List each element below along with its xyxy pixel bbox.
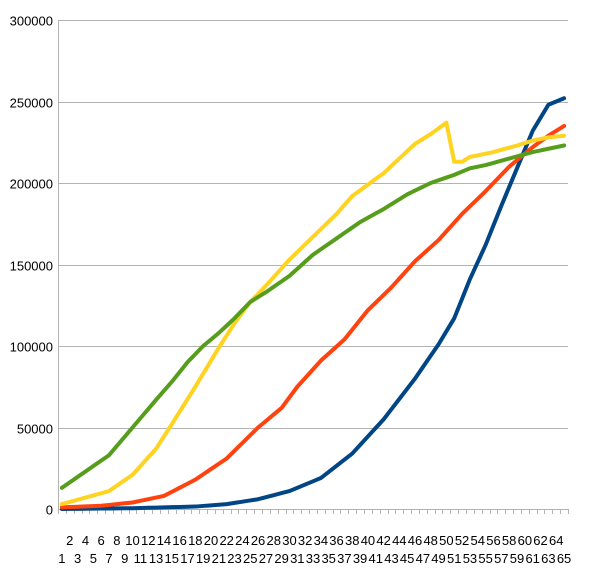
x-tick-label: 42 <box>376 533 390 548</box>
x-tick-label: 53 <box>463 551 477 566</box>
y-tick-label: 150000 <box>10 259 53 274</box>
axes <box>58 20 569 514</box>
x-tick-label: 60 <box>518 533 532 548</box>
x-tick-label: 21 <box>212 551 226 566</box>
x-tick-label: 40 <box>361 533 375 548</box>
x-tick-label: 65 <box>557 551 571 566</box>
x-tick-label: 6 <box>98 533 105 548</box>
x-tick-label: 14 <box>157 533 171 548</box>
x-tick-label: 25 <box>243 551 257 566</box>
y-tick-label: 100000 <box>10 340 53 355</box>
y-tick-label: 200000 <box>10 177 53 192</box>
x-tick-label: 44 <box>392 533 406 548</box>
x-tick-label: 43 <box>384 551 398 566</box>
y-tick-label: 250000 <box>10 96 53 111</box>
y-tick-label: 300000 <box>10 14 53 29</box>
x-tick-label: 12 <box>141 533 155 548</box>
x-tick-label: 13 <box>149 551 163 566</box>
x-tick-label: 55 <box>478 551 492 566</box>
x-tick-label: 24 <box>235 533 249 548</box>
series-lines <box>59 96 567 511</box>
x-tick-label: 7 <box>105 551 112 566</box>
x-tick-label: 59 <box>510 551 524 566</box>
x-tick-label: 52 <box>455 533 469 548</box>
x-tick-label: 58 <box>502 533 516 548</box>
x-tick-label: 64 <box>549 533 563 548</box>
x-tick-label: 15 <box>165 551 179 566</box>
x-tick-label: 63 <box>541 551 555 566</box>
x-tick-label: 39 <box>353 551 367 566</box>
x-tick-label: 33 <box>306 551 320 566</box>
x-tick-label: 30 <box>282 533 296 548</box>
x-tick-label: 22 <box>219 533 233 548</box>
x-tick-label: 20 <box>204 533 218 548</box>
series-line-2 <box>59 123 567 510</box>
x-tick-label: 35 <box>321 551 335 566</box>
x-tick-label: 9 <box>121 551 128 566</box>
x-tick-label: 11 <box>134 551 148 566</box>
x-tick-label: 27 <box>259 551 273 566</box>
x-tick-label: 46 <box>408 533 422 548</box>
y-tick-label: 50000 <box>17 422 53 437</box>
x-tick-label: 37 <box>337 551 351 566</box>
x-tick-label: 5 <box>90 551 97 566</box>
x-tick-label: 56 <box>486 533 500 548</box>
x-tick-label: 18 <box>188 533 202 548</box>
x-tick-label: 4 <box>82 533 89 548</box>
x-tick-label: 51 <box>447 551 461 566</box>
series-line-3 <box>59 120 567 507</box>
x-tick-label: 28 <box>267 533 281 548</box>
x-tick-label: 31 <box>290 551 304 566</box>
x-tick-label: 19 <box>196 551 210 566</box>
x-tick-label: 47 <box>416 551 430 566</box>
x-tick-label: 32 <box>298 533 312 548</box>
x-tick-label: 34 <box>314 533 328 548</box>
x-tick-label: 61 <box>525 551 539 566</box>
x-tick-label: 8 <box>113 533 120 548</box>
x-tick-label: 41 <box>369 551 383 566</box>
y-axis-tick-labels: 0 50000 100000 150000 200000 250000 300000 <box>10 14 53 518</box>
series-line-1 <box>59 96 567 511</box>
x-tick-label: 54 <box>471 533 485 548</box>
x-tick-label: 57 <box>494 551 508 566</box>
x-tick-label: 29 <box>274 551 288 566</box>
x-tick-label: 1 <box>58 551 65 566</box>
x-tick-label: 2 <box>66 533 73 548</box>
x-tick-label: 38 <box>345 533 359 548</box>
x-tick-label: 3 <box>74 551 81 566</box>
gridlines <box>58 20 568 429</box>
x-tick-label: 16 <box>172 533 186 548</box>
x-tick-label: 26 <box>251 533 265 548</box>
x-tick-label: 48 <box>423 533 437 548</box>
x-tick-label: 50 <box>439 533 453 548</box>
x-tick-label: 23 <box>227 551 241 566</box>
x-tick-label: 49 <box>431 551 445 566</box>
x-tick-label: 45 <box>400 551 414 566</box>
x-axis-tick-labels: 1234567891011121314151617181920212223242… <box>58 533 571 566</box>
x-tick-label: 36 <box>329 533 343 548</box>
x-tick-label: 62 <box>533 533 547 548</box>
y-tick-label: 0 <box>46 503 53 518</box>
x-tick-label: 17 <box>180 551 194 566</box>
x-tick-label: 10 <box>125 533 139 548</box>
series-line-4 <box>59 143 567 490</box>
